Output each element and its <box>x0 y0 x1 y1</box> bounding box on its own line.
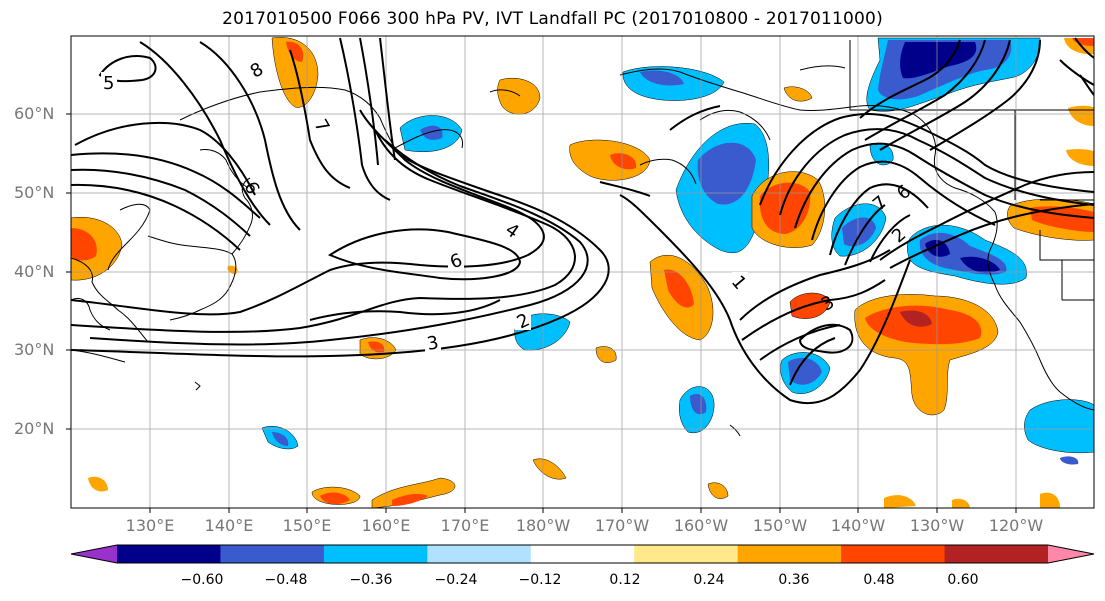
map-title: 2017010500 F066 300 hPa PV, IVT Landfall… <box>222 9 883 29</box>
lon-label: 170°E <box>440 516 490 535</box>
lon-label: 140°E <box>204 516 254 535</box>
colorbar-bin <box>944 545 1049 563</box>
lon-label: 130°E <box>125 516 175 535</box>
lat-label: 50°N <box>14 183 55 202</box>
colorbar-bin <box>737 545 842 563</box>
colorbar-extend-high <box>1048 545 1094 563</box>
shaded-anomalies <box>71 37 1094 508</box>
lat-label: 60°N <box>14 104 55 123</box>
colorbar-tick-label: −0.24 <box>434 572 478 588</box>
colorbar-bin <box>530 545 635 563</box>
tick-marks <box>66 113 1017 513</box>
colorbar-bin <box>220 545 325 563</box>
lon-label: 120°W <box>988 516 1044 535</box>
colorbar-tick-label: −0.36 <box>349 572 393 588</box>
colorbar-bin <box>323 545 428 563</box>
colorbar-tick-label: −0.48 <box>264 572 308 588</box>
colorbar <box>70 544 1095 564</box>
colorbar-bin <box>427 545 532 563</box>
colorbar-tick-label: 0.60 <box>947 572 979 588</box>
lon-label: 150°W <box>752 516 808 535</box>
colorbar-tick-label: 0.48 <box>863 572 895 588</box>
colorbar-bin <box>841 545 946 563</box>
contour-label: 5 <box>103 73 114 94</box>
colorbar-tick-label: 0.24 <box>693 572 725 588</box>
lon-label: 160°E <box>361 516 411 535</box>
lat-label: 20°N <box>14 419 55 438</box>
colorbar-tick-label: −0.12 <box>518 572 562 588</box>
colorbar-extend-low <box>71 545 117 563</box>
lon-label: 150°E <box>282 516 332 535</box>
lon-label: 180°W <box>515 516 571 535</box>
gridlines <box>71 36 1094 508</box>
lat-label: 40°N <box>14 262 55 281</box>
lon-label: 170°W <box>594 516 650 535</box>
colorbar-bin <box>634 545 739 563</box>
colorbar-tick-label: 0.36 <box>778 572 810 588</box>
coastlines <box>71 40 1094 437</box>
lon-label: 130°W <box>909 516 965 535</box>
contour-label: 3 <box>425 332 440 355</box>
colorbar-tick-label: −0.60 <box>180 572 224 588</box>
lon-label: 140°W <box>830 516 886 535</box>
colorbar-tick-label: 0.12 <box>609 572 641 588</box>
colorbar-bin <box>117 545 221 563</box>
lon-label: 160°W <box>673 516 729 535</box>
lat-label: 30°N <box>14 340 55 359</box>
